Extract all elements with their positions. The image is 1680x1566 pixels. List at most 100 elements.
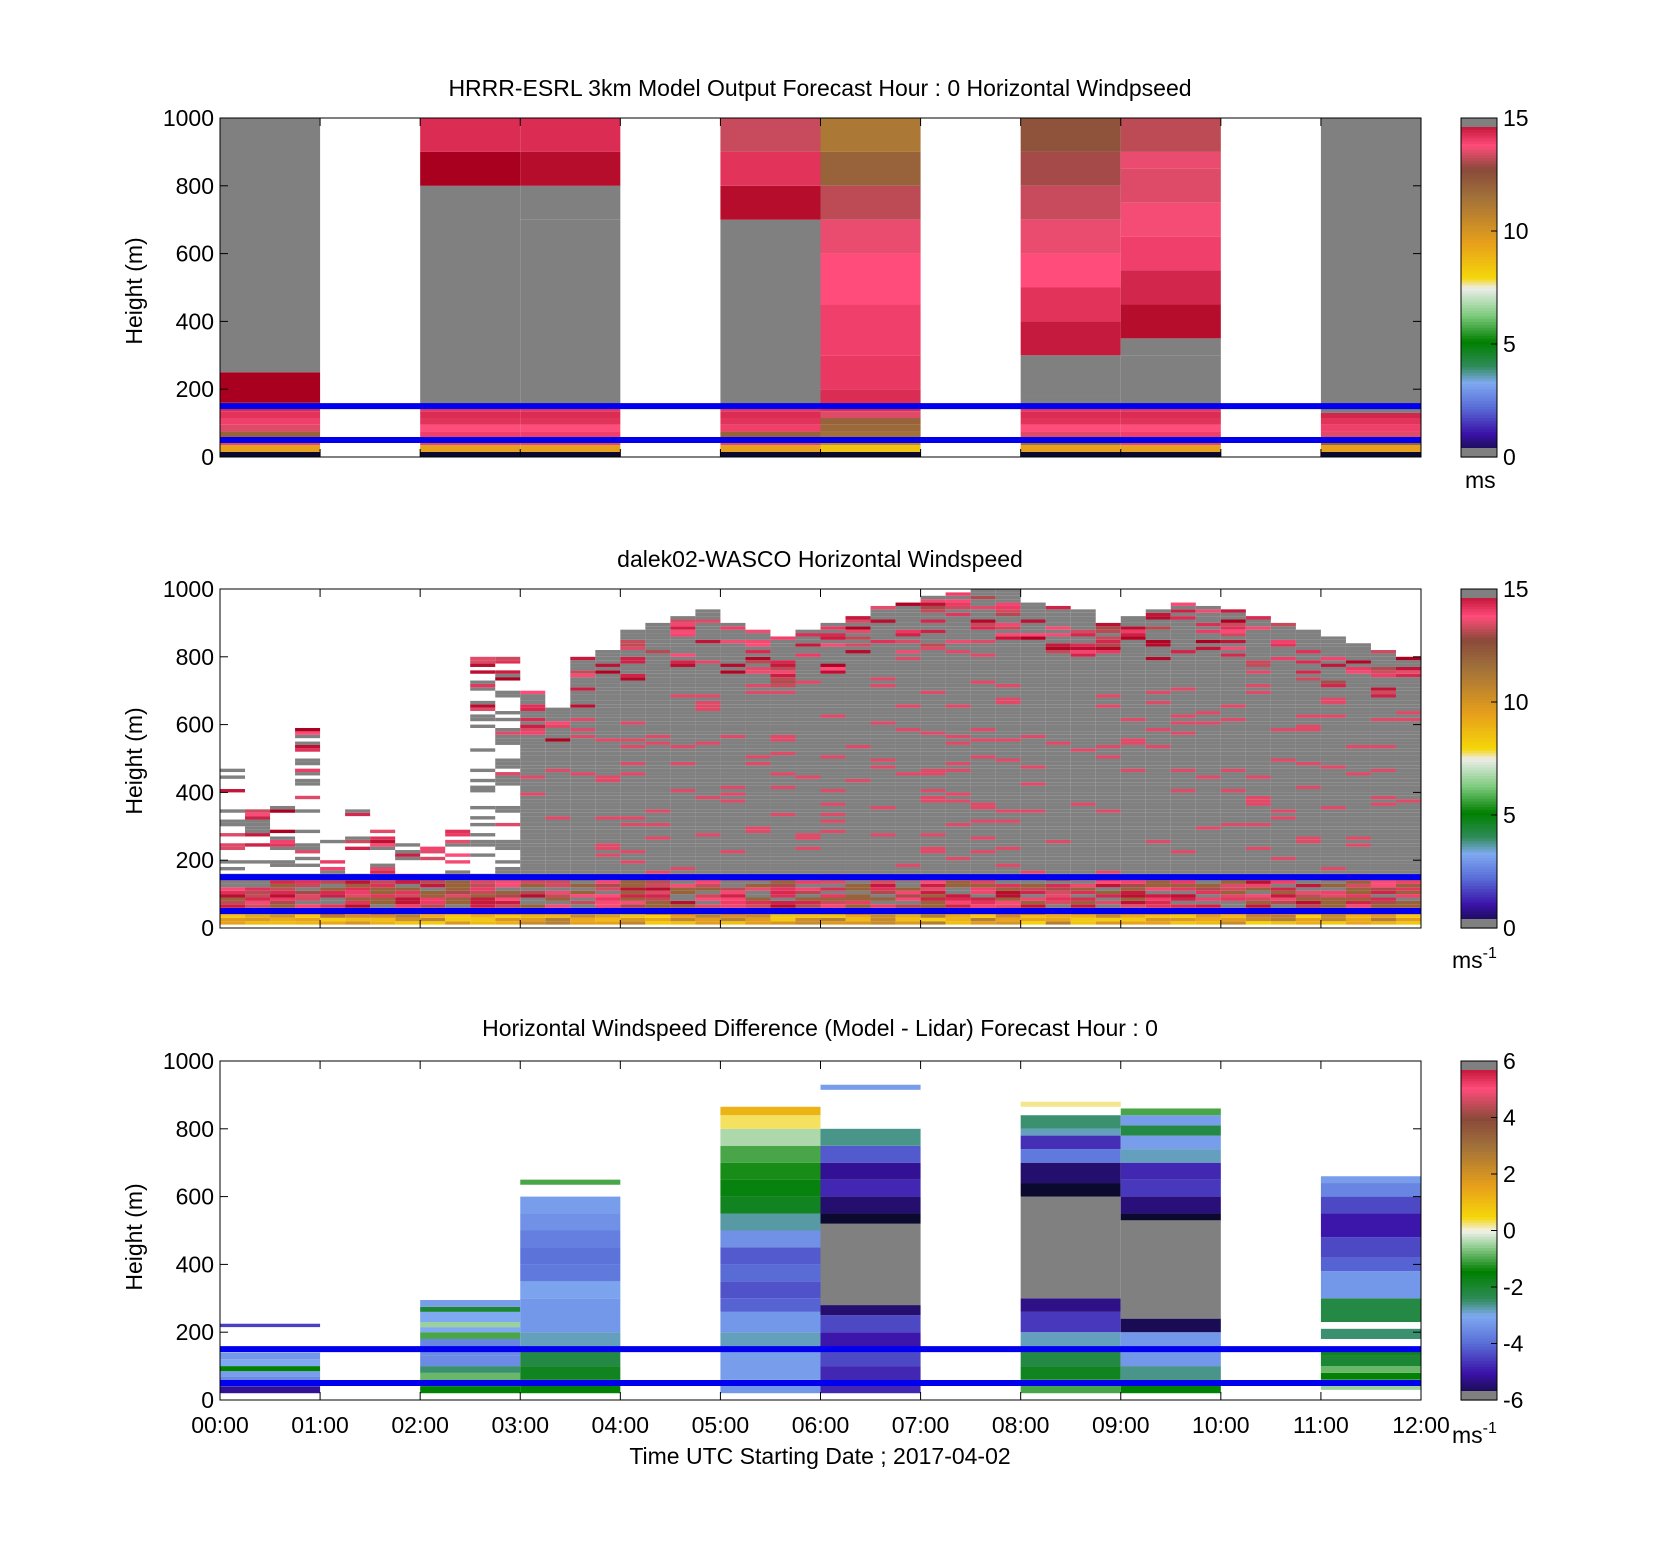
lidar-profile-cell (670, 792, 696, 796)
lidar-profile-cell (920, 812, 946, 817)
lidar-profile-cell (1145, 650, 1171, 654)
lidar-profile-cell (745, 650, 771, 654)
lidar-profile-cell (570, 687, 596, 691)
lidar-profile-cell (570, 738, 596, 742)
lidar-profile-cell (820, 680, 846, 684)
diff-colorbar-tick-label: -2 (1503, 1274, 1523, 1300)
lidar-profile-cell (1370, 660, 1396, 664)
lidar-profile-cell (595, 778, 621, 783)
lidar-profile-cell (520, 812, 546, 817)
diff-colorbar-swatch (1461, 1255, 1497, 1260)
lidar-profile-cell (770, 785, 796, 790)
lidar-profile-cell (970, 734, 996, 739)
diff-colorbar-swatch (1461, 1236, 1497, 1240)
lidar-profile-cell (945, 683, 971, 688)
lidar-profile-cell (570, 717, 596, 722)
lidar-profile-cell (1145, 883, 1171, 888)
lidar-profile-cell (1220, 843, 1246, 847)
lidar-profile-cell (920, 609, 946, 613)
lidar-profile-cell (1170, 707, 1196, 712)
lidar-profile-cell (1245, 690, 1271, 695)
model-colorbar-swatch (1461, 389, 1497, 393)
lidar-profile-cell (1195, 741, 1221, 745)
lidar-profile-cell (570, 850, 596, 854)
lidar-profile-cell (645, 700, 671, 705)
model-colorbar-swatch (1461, 208, 1497, 212)
lidar-profile-cell (1270, 755, 1296, 759)
lidar-profile-cell (645, 833, 671, 837)
lidar-profile-cell (1045, 673, 1071, 678)
lidar-colorbar-swatch (1461, 752, 1497, 757)
lidar-profile-cell (795, 751, 821, 756)
lidar-profile-cell (1270, 866, 1296, 871)
lidar-profile-cell (970, 711, 996, 715)
lidar-profile-cell (995, 663, 1021, 667)
lidar-profile-cell (970, 765, 996, 769)
lidar-profile-cell (545, 921, 571, 925)
lidar-profile-cell (845, 880, 871, 884)
lidar-profile-cell (695, 612, 721, 617)
model-colorbar-swatch (1461, 171, 1497, 176)
lidar-profile-cell (695, 687, 721, 691)
lidar-profile-cell (1220, 622, 1246, 627)
lidar-profile-cell (220, 914, 246, 918)
lidar-profile-cell (695, 744, 721, 749)
lidar-profile-cell (370, 894, 396, 898)
lidar-profile-cell (1045, 616, 1071, 620)
lidar-profile-cell (1220, 626, 1246, 630)
lidar-profile-cell (1120, 870, 1146, 874)
lidar-profile-cell (645, 755, 671, 759)
lidar-profile-cell (1070, 846, 1096, 851)
lidar-profile-cell (770, 727, 796, 732)
model-cell (420, 431, 521, 439)
lidar-profile-cell (970, 605, 996, 610)
lidar-profile-cell (1345, 836, 1371, 840)
lidar-profile-cell (945, 670, 971, 674)
lidar-profile-cell (1170, 731, 1196, 735)
lidar-profile-cell (1020, 785, 1046, 790)
lidar-profile-cell (770, 836, 796, 840)
lidar-profile-cell (820, 653, 846, 657)
model-colorbar-swatch (1461, 199, 1497, 204)
lidar-profile-cell (995, 812, 1021, 817)
lidar-profile-cell (645, 785, 671, 790)
model-colorbar-swatch (1461, 298, 1497, 303)
lidar-profile-cell (1045, 711, 1071, 715)
lidar-colorbar-tick-label: 5 (1503, 802, 1516, 828)
lidar-profile-cell (995, 707, 1021, 712)
lidar-profile-cell (545, 707, 571, 712)
lidar-profile-cell (795, 700, 821, 705)
lidar-profile-cell (870, 802, 896, 806)
lidar-profile-cell (1345, 789, 1371, 793)
lidar-profile-cell (495, 866, 521, 871)
diff-y-axis-label: Height (m) (121, 1183, 147, 1290)
lidar-profile-cell (970, 761, 996, 766)
lidar-profile-cell (695, 734, 721, 739)
diff-cell (720, 1247, 821, 1265)
lidar-profile-cell (1145, 863, 1171, 867)
lidar-profile-cell (695, 660, 721, 664)
lidar-profile-cell (570, 785, 596, 790)
lidar-profile-cell (1345, 802, 1371, 806)
lidar-profile-cell (1095, 792, 1121, 796)
lidar-profile-cell (1145, 795, 1171, 800)
lidar-profile-cell (695, 727, 721, 732)
lidar-profile-cell (595, 673, 621, 678)
lidar-profile-cell (520, 778, 546, 783)
lidar-profile-cell (945, 833, 971, 837)
diff-cell (520, 1179, 621, 1185)
lidar-profile-cell (1295, 663, 1321, 667)
lidar-profile-cell (670, 636, 696, 640)
lidar-profile-cell (1045, 656, 1071, 661)
lidar-profile-cell (1145, 700, 1171, 705)
lidar-profile-cell (695, 643, 721, 647)
lidar-profile-cell (1095, 843, 1121, 847)
lidar-profile-cell (1145, 646, 1171, 651)
lidar-profile-cell (945, 711, 971, 715)
lidar-profile-cell (770, 765, 796, 769)
lidar-profile-cell (245, 880, 271, 884)
lidar-profile-cell (1145, 697, 1171, 701)
model-colorbar-swatch (1461, 380, 1497, 385)
lidar-colorbar-swatch (1461, 891, 1497, 895)
lidar-profile-cell (820, 914, 846, 918)
